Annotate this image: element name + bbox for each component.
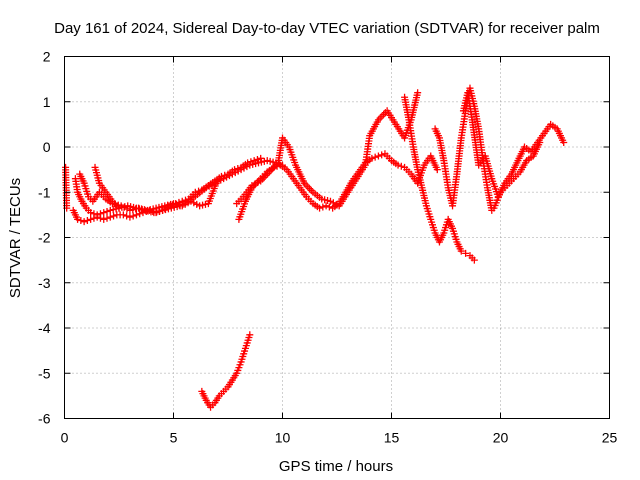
series-track-g [233, 89, 422, 210]
y-tick-label: 1 [43, 94, 51, 110]
data-point [217, 172, 225, 180]
data-point [87, 215, 95, 223]
series-track-h [401, 93, 478, 264]
x-axis-label: GPS time / hours [279, 458, 393, 475]
data-point [100, 215, 108, 223]
data-point [368, 154, 376, 162]
x-tick-label: 20 [493, 430, 509, 446]
data-point [244, 159, 252, 167]
y-axis-label: SDTVAR / TECUs [7, 178, 24, 298]
data-point [126, 213, 134, 221]
y-tick-label: -3 [38, 275, 51, 291]
y-tick-label: -5 [38, 365, 51, 381]
data-point [378, 151, 386, 159]
x-tick-label: 10 [275, 430, 291, 446]
data-point [253, 155, 261, 163]
data-point [139, 209, 147, 217]
data-point [221, 171, 229, 179]
y-tick-label: -6 [38, 411, 51, 427]
y-tick-labels: 2 1 0 -1 -2 -3 -4 -5 -6 [38, 49, 51, 427]
data-point [90, 214, 98, 222]
data-point [115, 204, 123, 212]
data-series [62, 84, 568, 411]
data-point [87, 209, 95, 217]
data-point [110, 212, 118, 220]
x-tick-label: 25 [602, 430, 618, 446]
y-tick-label: 0 [43, 139, 51, 155]
data-point [100, 209, 108, 217]
data-point [136, 210, 144, 218]
data-point [103, 207, 111, 215]
data-point [213, 177, 221, 185]
data-point [119, 211, 127, 219]
y-tick-label: -2 [38, 230, 51, 246]
series-track-j [459, 89, 568, 201]
axis-ticks [64, 56, 610, 419]
data-point [319, 203, 327, 211]
grid [64, 56, 610, 419]
data-point [132, 211, 140, 219]
series-track-e [91, 163, 123, 212]
data-point [231, 166, 239, 174]
data-point [394, 161, 402, 169]
data-point [250, 157, 258, 165]
data-point [74, 215, 82, 223]
data-point [560, 138, 568, 146]
data-point [246, 331, 254, 339]
x-tick-label: 15 [384, 430, 400, 446]
series-track-a [62, 163, 71, 212]
data-point [374, 152, 382, 160]
data-point [536, 138, 544, 146]
series-track-k [490, 138, 544, 212]
series-track-l [198, 331, 254, 411]
data-point [129, 212, 137, 220]
data-point [96, 214, 104, 222]
data-point [234, 164, 242, 172]
data-point [470, 256, 478, 264]
data-point [77, 217, 85, 225]
data-point [103, 214, 111, 222]
series-track-i [431, 84, 496, 214]
data-point [257, 154, 265, 162]
y-tick-label: -4 [38, 320, 51, 336]
x-tick-label: 0 [61, 430, 69, 446]
data-point [195, 187, 203, 195]
data-point [457, 247, 465, 255]
data-point [462, 249, 470, 257]
x-tick-labels: 0 5 10 15 20 25 [61, 430, 618, 446]
data-point [247, 158, 255, 166]
data-point [191, 188, 199, 196]
y-tick-label: -1 [38, 184, 51, 200]
data-point [433, 166, 441, 174]
data-point [123, 212, 131, 220]
data-point [80, 218, 88, 226]
data-point [83, 217, 91, 225]
data-point [316, 204, 324, 212]
data-point [414, 89, 422, 97]
data-point [106, 213, 114, 221]
data-point [397, 162, 405, 170]
x-tick-label: 5 [170, 430, 178, 446]
y-tick-label: 2 [43, 49, 51, 65]
data-point [93, 213, 101, 221]
chart-title: Day 161 of 2024, Sidereal Day-to-day VTE… [54, 20, 600, 37]
data-point [371, 153, 379, 161]
data-point [322, 202, 330, 210]
